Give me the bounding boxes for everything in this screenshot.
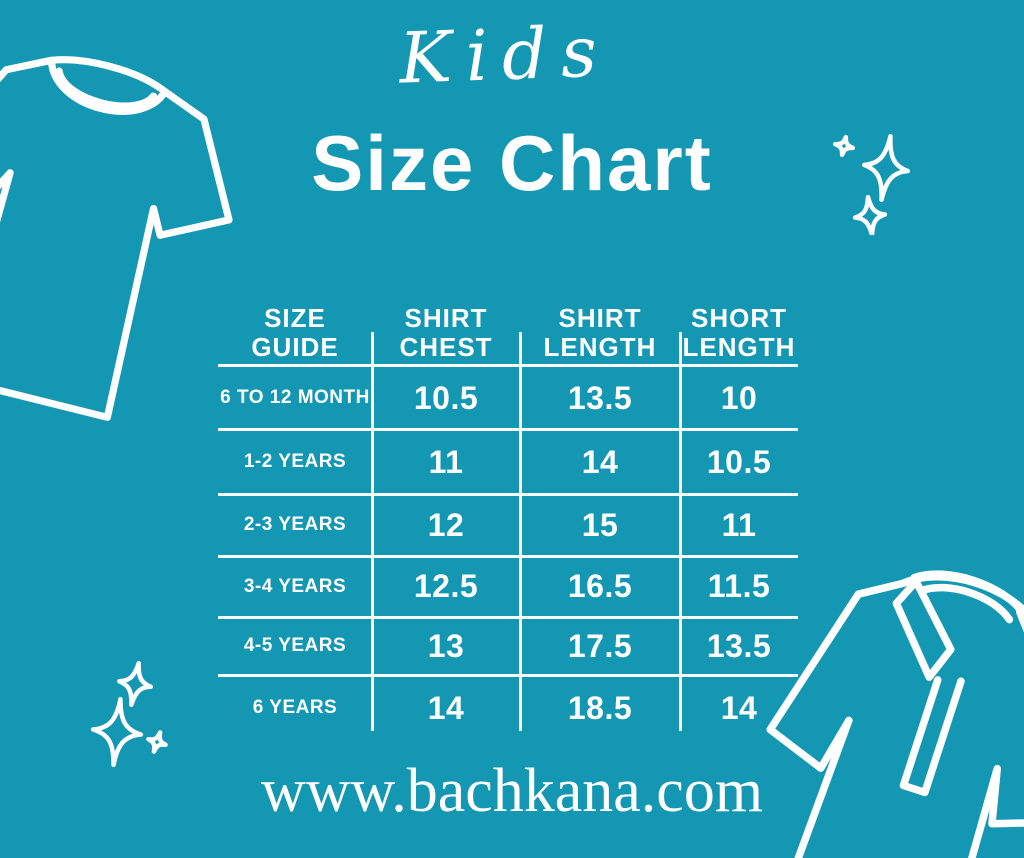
table-cell: 10 [720, 379, 758, 416]
grid-line-row [218, 493, 798, 496]
header-line: SIZE [264, 303, 326, 333]
column-header-short-length: SHORT LENGTH [680, 300, 798, 366]
header-line: SHORT [691, 303, 787, 333]
header-line: LENGTH [682, 332, 796, 362]
grid-line-column [519, 332, 522, 731]
grid-line-row [218, 674, 798, 677]
sparkles-icon [85, 650, 180, 770]
title-script: Kids [397, 10, 613, 100]
grid-line-row [218, 428, 798, 431]
page-title: Size Chart [311, 119, 713, 207]
table-cell: 12.5 [413, 568, 479, 604]
size-table: SIZE GUIDE SHIRT CHEST SHIRT LENGTH SHOR… [218, 300, 798, 741]
table-cell: 10.5 [413, 379, 479, 416]
table-cell: 16.5 [567, 568, 633, 604]
table-cell: 13.5 [706, 627, 772, 664]
table-cell: 15 [581, 506, 619, 543]
row-label: 3-4 YEARS [243, 575, 347, 597]
table-cell: 11.5 [707, 568, 771, 604]
table-cell: 18.5 [567, 689, 633, 726]
table-cell: 11 [721, 506, 757, 543]
row-label: 6 TO 12 MONTH [220, 387, 370, 408]
row-label: 4-5 YEARS [243, 635, 347, 656]
table-cell: 10.5 [706, 443, 772, 480]
grid-line-row [218, 616, 798, 619]
row-label: 2-3 YEARS [243, 514, 347, 535]
table-cell: 17.5 [567, 627, 633, 664]
header-line: CHEST [399, 332, 493, 362]
table-cell: 14 [581, 443, 619, 480]
header-line: LENGTH [543, 332, 657, 362]
row-label: 1-2 YEARS [243, 451, 347, 472]
table-cell: 12 [427, 506, 465, 543]
grid-line-column [371, 332, 374, 731]
table-cell: 13 [427, 627, 465, 664]
header-line: GUIDE [251, 332, 339, 362]
header-line: SHIRT [404, 303, 488, 333]
grid-line-header-underline [218, 364, 798, 367]
column-header-shirt-length: SHIRT LENGTH [520, 300, 680, 366]
grid-line-row [218, 555, 798, 558]
row-label: 6 YEARS [252, 697, 338, 718]
column-header-shirt-chest: SHIRT CHEST [372, 300, 520, 366]
table-cell: 13.5 [567, 379, 633, 416]
column-header-size-guide: SIZE GUIDE [218, 300, 372, 366]
table-cell: 11 [428, 443, 464, 480]
header-line: SHIRT [558, 303, 642, 333]
table-cell: 14 [427, 689, 465, 726]
grid-line-column [679, 332, 682, 731]
website-url: www.bachkana.com [260, 757, 764, 825]
table-cell: 14 [720, 689, 758, 726]
